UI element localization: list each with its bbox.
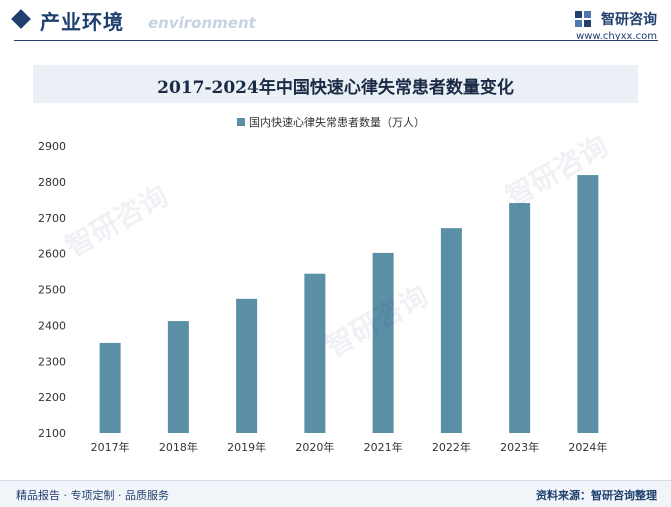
x-tick-label: 2024年	[568, 440, 607, 454]
y-tick-label: 2800	[38, 176, 66, 189]
y-tick-label: 2700	[38, 212, 66, 225]
section-title: 产业环境	[40, 10, 124, 34]
bar	[372, 252, 394, 433]
bar	[440, 228, 462, 433]
brand-logo-icon	[574, 10, 591, 27]
legend-swatch	[237, 118, 245, 126]
x-tick-label: 2021年	[364, 440, 403, 454]
brand-name: 智研咨询	[601, 11, 657, 28]
footer-source: 资料来源：智研咨询整理	[536, 489, 657, 502]
bar	[577, 175, 599, 433]
page-footer: 精品报告 · 专项定制 · 品质服务 资料来源：智研咨询整理	[0, 480, 671, 507]
bar	[304, 273, 326, 433]
footer-tagline: 精品报告 · 专项定制 · 品质服务	[16, 489, 169, 502]
x-tick-label: 2022年	[432, 440, 471, 454]
x-tick-label: 2017年	[91, 440, 130, 454]
y-tick-label: 2600	[38, 248, 66, 261]
x-tick-label: 2019年	[227, 440, 266, 454]
chart-title: 2017-2024年中国快速心律失常患者数量变化	[157, 78, 514, 98]
y-tick-label: 2400	[38, 319, 66, 332]
bar	[99, 342, 121, 433]
x-tick-label: 2020年	[295, 440, 334, 454]
legend-label: 国内快速心律失常患者数量（万人）	[249, 116, 425, 129]
brand: 智研咨询 www.chyxx.com	[574, 8, 657, 42]
header-divider	[14, 40, 658, 41]
y-tick-label: 2300	[38, 355, 66, 368]
chart-legend: 国内快速心律失常患者数量（万人）	[237, 114, 425, 130]
bar	[509, 203, 531, 433]
y-tick-label: 2900	[38, 140, 66, 153]
y-tick-label: 2200	[38, 391, 66, 404]
bar	[167, 321, 189, 433]
x-tick-label: 2023年	[500, 440, 539, 454]
page-header: 产业环境 environment 智研咨询 www.chyxx.com	[0, 0, 671, 44]
chart-title-band: 2017-2024年中国快速心律失常患者数量变化	[33, 65, 638, 103]
bar	[236, 298, 258, 433]
x-tick-label: 2018年	[159, 440, 198, 454]
bar-chart: 2100 2200 2300 2400 2500 2600 2700 2800 2900 2017…	[38, 140, 607, 454]
y-tick-label: 2500	[38, 284, 66, 297]
brand-url: www.chyxx.com	[576, 30, 657, 42]
y-tick-label: 2100	[38, 427, 66, 440]
section-subtitle: environment	[148, 14, 256, 32]
